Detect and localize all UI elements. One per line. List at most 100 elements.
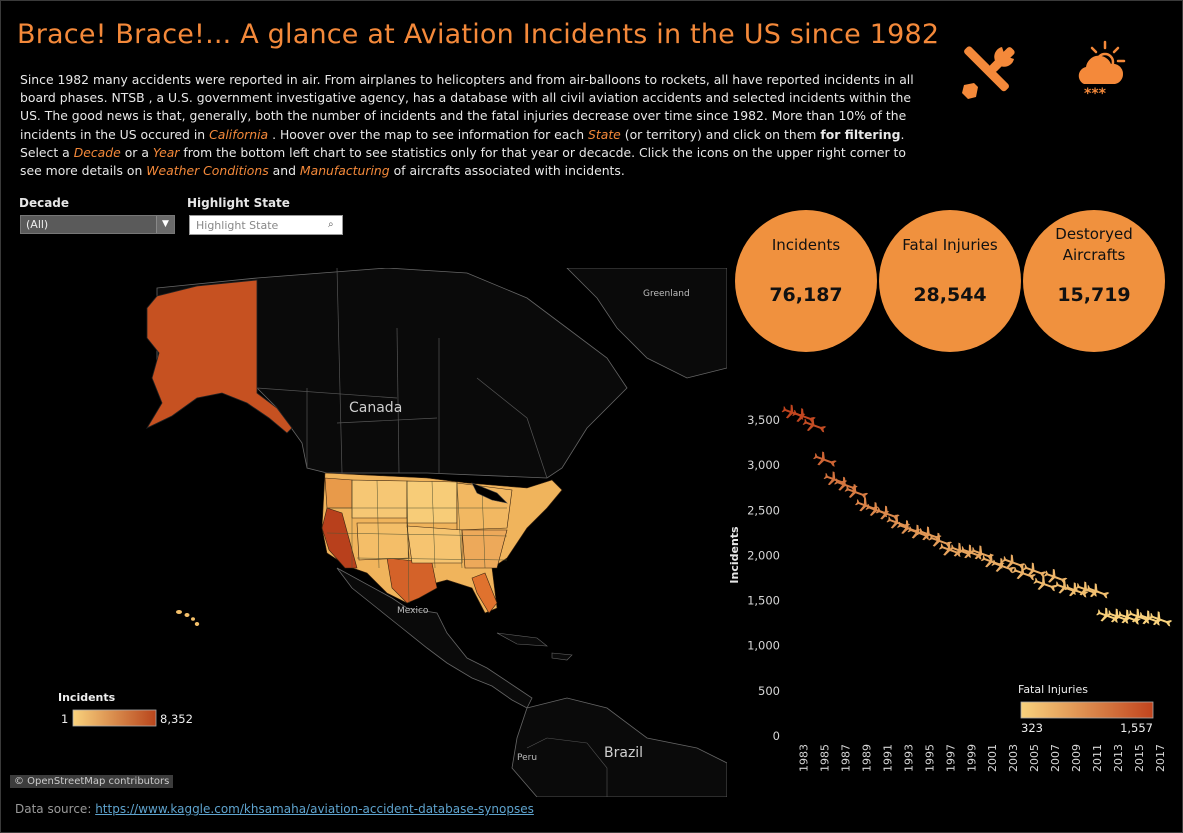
kpi-incidents: Incidents 76,187 — [735, 210, 877, 352]
tools-icon[interactable] — [958, 43, 1020, 105]
intro-text-part: or a — [120, 144, 153, 160]
y-tick-label: 2,500 — [747, 503, 780, 517]
intro-text-part: Since 1982 many accidents were reported … — [20, 72, 914, 142]
x-tick-label: 2007 — [1049, 744, 1062, 772]
map-label-mexico: Mexico — [397, 606, 429, 616]
kpi-value: 28,544 — [913, 284, 987, 306]
incidents-by-year-chart[interactable]: 0 500 1,000 1,500 2,000 2,500 3,000 3,500 Incide… — [728, 390, 1178, 785]
highlight-california: California — [209, 126, 269, 142]
svg-text:***: *** — [1084, 86, 1107, 100]
south-america-region — [511, 697, 727, 797]
y-tick-label: 1,000 — [747, 639, 780, 653]
intro-text-part: and — [268, 163, 300, 179]
chart-legend-title: Fatal Injuries — [1018, 683, 1088, 696]
airplane-mark — [792, 408, 816, 424]
chart-legend-bar — [1020, 701, 1154, 719]
x-tick-label: 1991 — [881, 744, 894, 772]
x-tick-label: 2011 — [1091, 744, 1104, 772]
intro-text-part: from the bottom left chart to see statis… — [20, 144, 906, 179]
y-tick-label: 2,000 — [747, 548, 780, 562]
data-source-link[interactable]: https://www.kaggle.com/khsamaha/aviation… — [95, 802, 534, 816]
y-tick-label: 500 — [758, 684, 780, 698]
y-tick-label: 3,500 — [747, 413, 780, 427]
highlight-state: State — [588, 126, 621, 142]
decade-select[interactable]: (All) ▼ — [20, 215, 175, 234]
airplane-mark — [1085, 583, 1110, 599]
weather-snow-cloud-icon[interactable]: *** — [1072, 40, 1130, 104]
airplane-mark — [970, 545, 995, 561]
map-legend-max: 8,352 — [160, 712, 193, 726]
decade-filter-label: Decade — [19, 196, 70, 210]
map-legend-min: 1 — [61, 712, 69, 726]
airplane-mark — [1022, 562, 1047, 578]
intro-text: Since 1982 many accidents were reported … — [20, 71, 930, 180]
x-tick-label: 1985 — [818, 744, 831, 772]
y-tick-label: 0 — [773, 729, 780, 743]
map-label-greenland: Greenland — [643, 289, 690, 299]
map-legend-title: Incidents — [58, 691, 116, 704]
highlight-decade: Decade — [73, 144, 121, 160]
y-tick-label: 1,500 — [747, 594, 780, 608]
kpi-label: Fatal Injuries — [902, 235, 998, 254]
intro-text-part: . Select a — [20, 126, 905, 160]
x-tick-label: 1997 — [944, 744, 957, 772]
x-tick-label: 1993 — [902, 744, 915, 772]
x-tick-label: 2015 — [1133, 744, 1146, 772]
highlight-state-label: Highlight State — [187, 196, 290, 210]
airplane-mark — [813, 451, 837, 467]
intro-text-part: (or territory) and click on them — [620, 126, 821, 142]
airplane-mark — [1054, 579, 1078, 595]
decade-select-value: (All) — [26, 218, 49, 231]
x-tick-label: 2003 — [1007, 744, 1020, 772]
airplane-mark — [928, 532, 953, 548]
highlight-year: Year — [152, 144, 180, 160]
intro-text-part: . Hoover over the map to see information… — [268, 126, 588, 142]
page-title: Brace! Brace!... A glance at Aviation In… — [17, 19, 940, 50]
emphasis-for-filtering: for filtering — [820, 126, 901, 142]
incidents-legend-bar — [72, 709, 157, 727]
map-label-brazil: Brazil — [604, 745, 643, 761]
kpi-value: 15,719 — [1057, 284, 1131, 306]
intro-text-part: of aircrafts associated with incidents. — [389, 163, 625, 179]
y-tick-label: 3,000 — [747, 458, 780, 472]
y-axis-label: Incidents — [728, 526, 741, 584]
hawaii-region — [176, 610, 200, 626]
airplane-mark — [844, 483, 869, 500]
greenland-region — [566, 268, 727, 379]
kpi-value: 76,187 — [769, 284, 843, 306]
airplane-mark — [1148, 611, 1173, 627]
x-tick-label: 1999 — [965, 744, 978, 772]
airplane-mark — [876, 505, 900, 521]
x-tick-label: 2013 — [1112, 744, 1125, 772]
kpi-label: Incidents — [771, 235, 841, 254]
x-tick-label: 1989 — [860, 744, 873, 772]
airplane-mark — [917, 526, 942, 542]
x-tick-label: 2017 — [1154, 744, 1167, 772]
kpi-fatal-injuries: Fatal Injuries 28,544 — [879, 210, 1021, 352]
x-tick-label: 1995 — [923, 744, 936, 772]
x-tick-label: 2001 — [986, 744, 999, 772]
airplane-mark — [991, 558, 1016, 574]
map-attribution[interactable]: © OpenStreetMap contributors — [10, 775, 174, 788]
x-tick-label: 1987 — [839, 744, 852, 772]
airplane-mark — [834, 476, 858, 492]
x-tick-label: 2005 — [1028, 744, 1041, 772]
chart-legend-min: 323 — [1021, 721, 1043, 735]
x-tick-label: 2009 — [1070, 744, 1083, 772]
data-source: Data source: https://www.kaggle.com/khsa… — [15, 802, 534, 816]
chevron-down-icon[interactable]: ▼ — [156, 216, 174, 233]
x-tick-label: 1983 — [797, 744, 810, 772]
map-label-canada: Canada — [349, 400, 402, 416]
data-source-label: Data source: — [15, 802, 96, 816]
alaska-region — [145, 279, 293, 434]
map-label-peru: Peru — [517, 753, 537, 763]
highlight-weather: Weather Conditions — [146, 163, 269, 179]
airplane-mark — [1012, 565, 1036, 581]
chart-legend-max: 1,557 — [1120, 721, 1153, 735]
airplane-mark — [1033, 576, 1057, 592]
highlight-manufacturing: Manufacturing — [299, 163, 390, 179]
highlight-state-input[interactable] — [189, 215, 343, 235]
airplane-mark — [802, 417, 827, 433]
airplane-mark — [1043, 568, 1068, 585]
incidents-map[interactable]: Canada Greenland Mexico Brazil Peru — [7, 268, 727, 797]
